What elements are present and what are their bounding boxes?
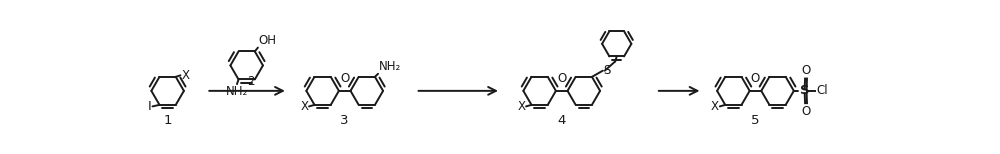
Text: S: S: [603, 64, 611, 77]
Text: 4: 4: [558, 114, 566, 127]
Text: 2: 2: [247, 75, 255, 88]
Text: 1: 1: [163, 114, 172, 127]
Text: Cl: Cl: [817, 84, 828, 97]
Text: 5: 5: [751, 114, 760, 127]
Text: O: O: [340, 72, 349, 85]
Text: I: I: [148, 100, 152, 113]
Text: S: S: [800, 84, 810, 97]
Text: OH: OH: [259, 34, 277, 47]
Text: X: X: [181, 69, 189, 82]
Text: NH₂: NH₂: [226, 85, 248, 98]
Text: X: X: [517, 100, 525, 113]
Text: 3: 3: [340, 114, 349, 127]
Text: O: O: [557, 72, 566, 85]
Text: X: X: [711, 100, 719, 113]
Text: NH₂: NH₂: [379, 60, 401, 73]
Text: O: O: [751, 72, 760, 85]
Text: X: X: [300, 100, 308, 113]
Text: O: O: [801, 64, 810, 77]
Text: O: O: [801, 105, 810, 118]
